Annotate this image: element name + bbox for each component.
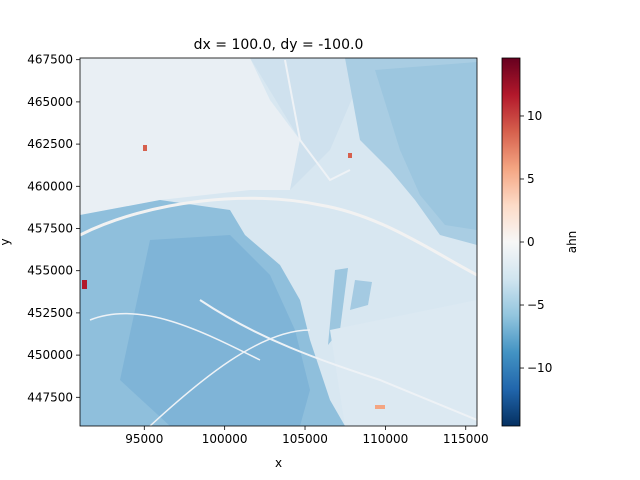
x-axis-label: x [275, 456, 282, 470]
x-axis: 95000 100000 105000 110000 115000 [125, 426, 489, 446]
heatmap-hotspot-3 [82, 280, 87, 289]
heatmap-southeast-region [330, 300, 477, 426]
heatmap-hotspot-1 [143, 145, 147, 151]
colorbar-tick-label: 5 [527, 172, 535, 186]
x-tick-label: 115000 [443, 432, 489, 446]
colorbar-tick-label: 10 [527, 109, 542, 123]
y-tick-label: 467500 [27, 53, 73, 67]
heatmap-road-4 [89, 312, 261, 361]
colorbar-tick-label: −10 [527, 361, 552, 375]
y-tick-label: 452500 [27, 306, 73, 320]
y-tick-label: 450000 [27, 348, 73, 362]
heatmap-hotspot-2 [348, 153, 352, 158]
heatmap-polder-strip-2 [350, 280, 372, 310]
y-axis: 447500 450000 452500 455000 457500 460000 4625… [27, 53, 80, 404]
heatmap-southwest-dark [120, 235, 310, 426]
colorbar: 10 5 0 −5 −10 ahn [501, 57, 579, 427]
colorbar-ticks: 10 5 0 −5 −10 [520, 109, 552, 375]
y-tick-label: 457500 [27, 221, 73, 235]
x-tick-label: 105000 [282, 432, 328, 446]
colorbar-gradient [501, 57, 521, 427]
y-tick-label: 455000 [27, 264, 73, 278]
y-tick-label: 465000 [27, 95, 73, 109]
y-tick-label: 460000 [27, 179, 73, 193]
x-tick-label: 95000 [125, 432, 163, 446]
plot-frame [79, 57, 478, 427]
colorbar-tick-label: 0 [527, 235, 535, 249]
y-tick-label: 462500 [27, 137, 73, 151]
heatmap-road-2 [199, 299, 477, 421]
y-tick-label: 447500 [27, 390, 73, 404]
heatmap-northwest-region [80, 58, 300, 215]
heatmap-waterway [80, 196, 477, 277]
heatmap-northeast-dark [375, 62, 477, 230]
heatmap-polder-strip-1 [328, 268, 348, 345]
y-axis-label: y [0, 238, 12, 245]
x-tick-label: 110000 [362, 432, 408, 446]
heatmap-road-3 [149, 329, 311, 426]
heatmap-road-1 [284, 59, 351, 182]
heatmap-hotspot-4 [375, 405, 385, 409]
heatmap-raster [80, 58, 477, 426]
x-tick-label: 100000 [202, 432, 248, 446]
chart-title: dx = 100.0, dy = -100.0 [194, 37, 364, 53]
colorbar-label: ahn [565, 231, 579, 254]
heatmap-north-region [250, 58, 360, 190]
colorbar-tick-label: −5 [527, 298, 545, 312]
